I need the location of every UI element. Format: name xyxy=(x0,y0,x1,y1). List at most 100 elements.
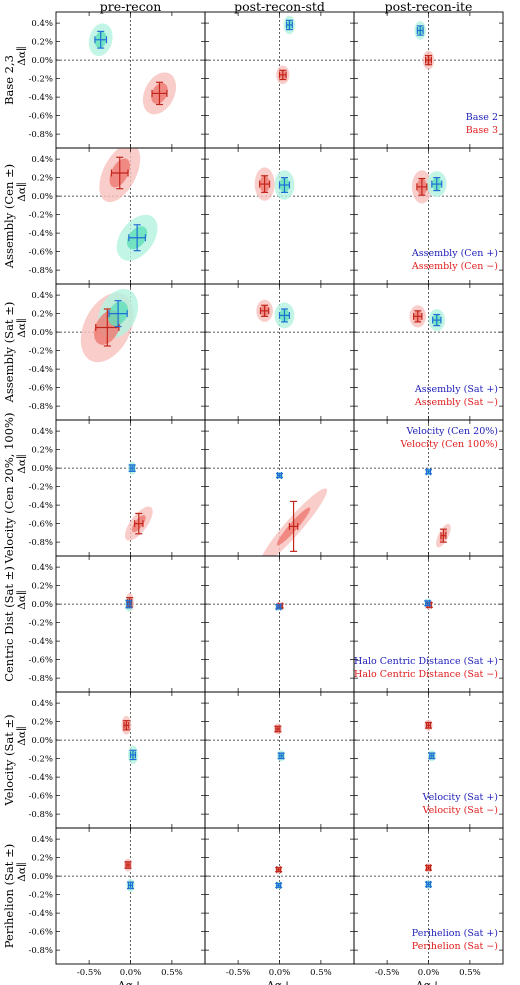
plot-area xyxy=(56,556,205,692)
panel: Base 2 Base 3 xyxy=(353,11,504,149)
red-error-bar xyxy=(425,864,432,872)
y-axis-label: Δα∥ xyxy=(16,590,28,610)
panel: 0.4% 0.2% 0.0% -0.2% -0.4% -0.6% -0.8% xyxy=(29,419,206,557)
blue-error-bar xyxy=(285,19,293,31)
red-error-bar xyxy=(278,69,287,81)
plot-area xyxy=(354,420,503,556)
y-tick-label: 0.0% xyxy=(31,464,53,474)
blue-error-bar xyxy=(432,313,442,327)
panel: Halo Centric Distance (Sat +) Halo Centri… xyxy=(353,555,504,693)
red-error-bar xyxy=(274,725,282,733)
y-tick-label: -0.8% xyxy=(29,674,53,684)
x-tick-label: 0.5% xyxy=(459,968,481,978)
x-axis-label: Δα⊥ xyxy=(118,979,144,985)
column-title: pre-recon xyxy=(100,0,162,14)
y-tick-label: -0.6% xyxy=(29,248,53,258)
blue-error-bar xyxy=(428,752,436,760)
panel xyxy=(204,283,355,421)
y-tick-label: -0.6% xyxy=(29,384,53,394)
y-tick-label: 0.0% xyxy=(31,328,53,338)
blue-error-bar xyxy=(278,177,291,194)
x-tick-label: -0.5% xyxy=(226,968,250,978)
red-error-bar xyxy=(110,156,129,190)
blue-error-bar xyxy=(128,464,136,472)
y-tick-label: -0.4% xyxy=(29,93,53,103)
plot-area xyxy=(205,556,354,692)
y-tick-label: -0.8% xyxy=(29,402,53,412)
x-tick-label: 0.0% xyxy=(418,968,440,978)
x-tick-label: 0.5% xyxy=(161,968,183,978)
row-label: Velocity (Cen 20%, 100%) xyxy=(2,413,16,565)
plot-area xyxy=(56,692,205,828)
y-tick-label: 0.4% xyxy=(31,291,53,301)
panel xyxy=(204,691,355,829)
y-tick-label: -0.6% xyxy=(29,520,53,530)
red-error-bar xyxy=(413,310,423,323)
row-label: Perihelion (Sat ±) xyxy=(2,844,16,948)
legend-entry-minus: Base 3 xyxy=(466,125,498,136)
red-error-bar xyxy=(439,528,447,543)
panel: 0.4% 0.2% 0.0% -0.2% -0.4% -0.6% -0.8% xyxy=(29,283,206,421)
blue-error-bar xyxy=(275,881,283,889)
legend-entry-plus: Assembly (Cen +) xyxy=(411,248,498,259)
red-error-bar xyxy=(275,866,283,874)
y-tick-label: -0.6% xyxy=(29,656,53,666)
y-axis-label: Δα∥ xyxy=(16,318,28,338)
plot-area xyxy=(354,556,503,692)
red-error-bar xyxy=(134,512,144,535)
panel xyxy=(204,147,355,285)
y-tick-label: 0.0% xyxy=(31,192,53,202)
blue-error-bar xyxy=(425,468,432,476)
y-axis-label: Δα∥ xyxy=(16,182,28,202)
legend-entry-minus: Assembly (Cen −) xyxy=(411,261,498,272)
panel: 0.4% 0.2% 0.0% -0.2% -0.4% -0.6% -0.8% xyxy=(29,691,206,829)
y-tick-label: -0.8% xyxy=(29,538,53,548)
x-tick-label: 0.5% xyxy=(310,968,332,978)
legend-entry-minus: Halo Centric Distance (Sat −) xyxy=(354,669,498,680)
red-error-bar xyxy=(288,500,299,552)
red-error-bar xyxy=(416,177,428,196)
plot-area xyxy=(56,148,205,284)
panels: 0.4% 0.2% 0.0% -0.2% -0.4% -0.6% -0.8% Base 2Ba… xyxy=(29,11,504,965)
row-label: Assembly (Cen ±) xyxy=(2,164,16,269)
y-tick-label: -0.2% xyxy=(29,75,53,85)
y-tick-label: 0.4% xyxy=(31,19,53,29)
row-label: Base 2,3 xyxy=(2,55,16,105)
panel xyxy=(204,827,355,965)
blue-error-bar xyxy=(276,472,283,480)
y-tick-label: 0.2% xyxy=(31,446,53,456)
legend-entry-minus: Velocity (Cen 100%) xyxy=(399,439,498,450)
blue-error-bar xyxy=(416,25,424,36)
y-tick-label: -0.2% xyxy=(29,347,53,357)
y-tick-label: 0.0% xyxy=(31,736,53,746)
panel: 0.4% 0.2% 0.0% -0.2% -0.4% -0.6% -0.8% xyxy=(29,147,206,285)
plot-area xyxy=(205,148,354,284)
x-tick-label: -0.5% xyxy=(77,968,101,978)
x-tick-label: 0.0% xyxy=(120,968,142,978)
panel: Assembly (Cen +) Assembly (Cen −) xyxy=(353,147,504,285)
panel: 0.4% 0.2% 0.0% -0.2% -0.4% -0.6% -0.8% xyxy=(29,11,206,149)
column-title: post-recon-std xyxy=(234,0,325,14)
panel: Assembly (Sat +) Assembly (Sat −) xyxy=(353,283,504,421)
y-tick-label: -0.4% xyxy=(29,773,53,783)
y-tick-label: -0.6% xyxy=(29,112,53,122)
row-labels: Base 2,3 Δα∥Assembly (Cen ±) Δα∥Assembly (… xyxy=(2,46,28,948)
plot-area xyxy=(354,284,503,420)
y-tick-label: 0.0% xyxy=(31,600,53,610)
y-tick-label: -0.2% xyxy=(29,755,53,765)
blue-error-bar xyxy=(108,300,128,328)
x-axis-label: Δα⊥ xyxy=(267,979,293,985)
plot-area xyxy=(205,284,354,420)
red-error-bar xyxy=(124,861,132,869)
panel xyxy=(204,419,355,557)
red-error-bar xyxy=(259,175,271,194)
row-label: Velocity (Sat ±) xyxy=(2,714,16,806)
red-error-bar xyxy=(425,721,432,729)
y-tick-label: -0.8% xyxy=(29,266,53,276)
blue-error-bar xyxy=(275,603,283,611)
blue-error-bar xyxy=(431,177,443,192)
y-tick-label: -0.2% xyxy=(29,483,53,493)
y-tick-label: -0.6% xyxy=(29,928,53,938)
y-tick-label: 0.0% xyxy=(31,56,53,66)
y-tick-label: 0.2% xyxy=(31,718,53,728)
